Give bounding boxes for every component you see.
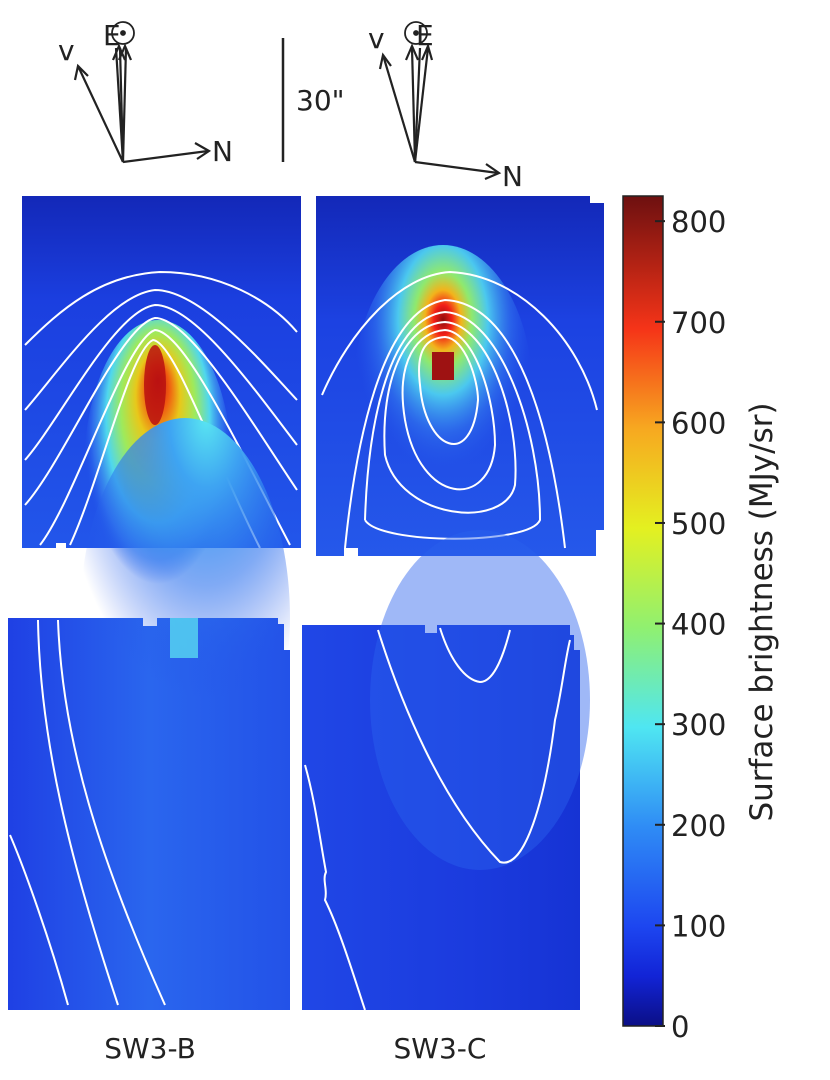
colorbar-tick-label: 400: [671, 608, 726, 642]
colorbar-tick-label: 700: [671, 306, 726, 340]
scale-bar-label: 30": [296, 84, 345, 117]
colorbar-label: Surface brightness (MJy/sr): [744, 402, 780, 821]
contour-lines: [304, 627, 571, 1011]
compass-right-e-label: E: [416, 19, 434, 52]
colorbar-tick-label: 100: [671, 909, 726, 943]
colorbar-tick-label: 500: [671, 507, 726, 541]
emission-plume: [370, 530, 590, 870]
compass-right: [378, 21, 502, 181]
heatmap-panel-lower-right: [302, 530, 590, 1011]
panel-label-sw3-c: SW3-C: [394, 1032, 487, 1065]
colorbar: 0 100 200 300 400 500 600 700 800: [622, 195, 726, 1044]
colorbar-gradient: [622, 195, 664, 1027]
colorbar-tick-label: 600: [671, 406, 726, 440]
contour-lines: [321, 270, 598, 549]
emission-peak: [432, 352, 454, 380]
panel-background: [302, 625, 580, 1010]
colorbar-tick-label: 0: [671, 1010, 689, 1044]
compass-left: [73, 21, 212, 164]
compass-right-v-label: v: [368, 22, 385, 55]
emission-peak: [144, 345, 166, 425]
colorbar-tick-label: 300: [671, 708, 726, 742]
compass-right-n-label: N: [502, 160, 523, 193]
panel-label-sw3-b: SW3-B: [104, 1032, 196, 1065]
colorbar-tick-label: 200: [671, 809, 726, 843]
contour-lines: [9, 619, 166, 1006]
compass-left-e-label: E: [103, 19, 121, 52]
compass-left-v-label: v: [58, 34, 75, 67]
emission-peak: [170, 618, 198, 658]
heatmap-panel-upper-right: [316, 196, 604, 556]
compass-left-n-label: N: [212, 135, 233, 168]
colorbar-ticks: 0 100 200 300 400 500 600 700 800: [655, 205, 726, 1044]
heatmap-panel-lower-left: [8, 418, 290, 1010]
colorbar-tick-label: 800: [671, 205, 726, 239]
